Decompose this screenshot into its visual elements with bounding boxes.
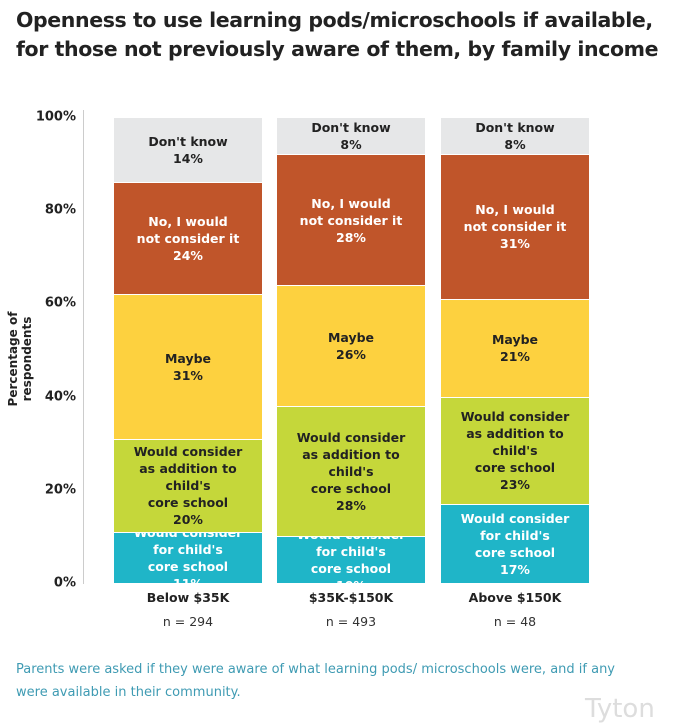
y-tick-label: 60% (44, 295, 76, 311)
bar-segment: Would consider as addition to child's co… (114, 438, 262, 532)
sample-size-label: n = 493 (325, 614, 377, 629)
bar-segment: Maybe 21% (441, 298, 589, 397)
bar-segment: Would consider for child's core school 1… (114, 531, 262, 583)
y-tick-label: 40% (44, 389, 76, 405)
y-tick-label: 100% (35, 109, 76, 125)
bar-segment: No, I would not consider it 31% (441, 154, 589, 299)
bar-segment: Would consider as addition to child's co… (441, 396, 589, 504)
tyton-logo: Tyton (585, 694, 655, 724)
y-axis-line (83, 110, 84, 584)
x-tick-label: Above $150K (468, 590, 562, 605)
y-axis-label: Percentage of respondents (6, 311, 34, 407)
bar-segment: Maybe 26% (277, 284, 425, 406)
bar-segment: Don't know 8% (441, 117, 589, 155)
bar-segment: No, I would not consider it 28% (277, 154, 425, 285)
bar-segment: Would consider as addition to child's co… (277, 405, 425, 537)
chart-title: Openness to use learning pods/microschoo… (16, 8, 659, 61)
bar-segment: Would consider for child's core school 1… (277, 536, 425, 583)
y-tick-label: 0% (53, 575, 76, 591)
bar-segment: Would consider for child's core school 1… (441, 503, 589, 583)
y-tick-label: 20% (44, 482, 76, 498)
sample-size-label: n = 48 (493, 614, 537, 629)
y-tick-label: 80% (44, 202, 76, 218)
footnote: Parents were asked if they were aware of… (16, 662, 616, 700)
bar-segment: Maybe 31% (114, 294, 262, 439)
bar-segment: Don't know 14% (114, 117, 262, 183)
bar-segment: No, I would not consider it 24% (114, 182, 262, 295)
bar-segment: Don't know 8% (277, 117, 425, 155)
x-tick-label: Below $35K (146, 590, 230, 605)
sample-size-label: n = 294 (162, 614, 214, 629)
x-tick-label: $35K-$150K (308, 590, 394, 605)
